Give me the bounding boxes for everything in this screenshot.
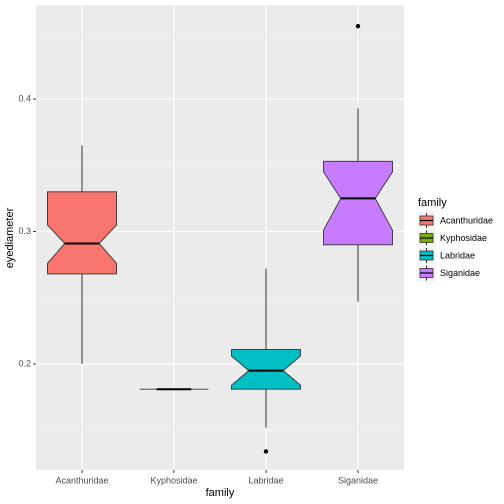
box bbox=[323, 160, 393, 246]
legend-label: Kyphosidae bbox=[440, 233, 487, 243]
x-axis-title: family bbox=[206, 487, 235, 499]
x-tick-label: Acanthuridae bbox=[55, 475, 108, 485]
legend-title: family bbox=[418, 197, 447, 209]
y-tick-label: 0.3 bbox=[18, 226, 31, 236]
x-tick-label: Kyphosidae bbox=[150, 475, 197, 485]
y-tick-label: 0.2 bbox=[18, 358, 31, 368]
x-tick-label: Labridae bbox=[248, 475, 283, 485]
outlier bbox=[263, 449, 269, 454]
legend-label: Labridae bbox=[440, 250, 475, 260]
x-tick-label: Siganidae bbox=[338, 475, 378, 485]
y-axis-title: eyediameter bbox=[4, 207, 16, 268]
box bbox=[47, 191, 117, 275]
y-tick-label: 0.4 bbox=[18, 93, 31, 103]
box bbox=[231, 348, 301, 390]
legend-label: Siganidae bbox=[440, 268, 480, 278]
legend-label: Acanthuridae bbox=[440, 215, 493, 225]
outlier bbox=[355, 23, 361, 29]
